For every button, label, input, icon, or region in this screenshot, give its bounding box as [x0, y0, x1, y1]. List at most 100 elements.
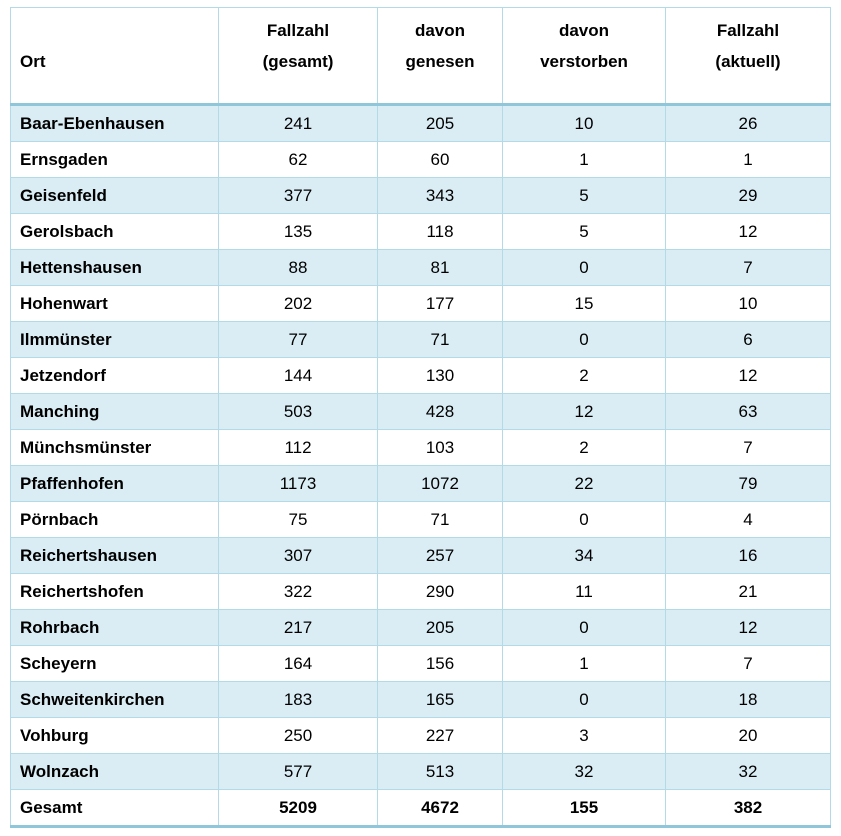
- cell-genesen: 156: [377, 645, 503, 682]
- cell-aktuell: 7: [665, 645, 831, 682]
- cell-verstorben: 2: [502, 429, 666, 466]
- cell-ort: Reichertshausen: [10, 537, 219, 574]
- header-label-gesamt-line1: Fallzahl: [266, 21, 330, 40]
- cell-genesen: 1072: [377, 465, 503, 502]
- header-row: Ort Fallzahl (gesamt) davon genesen davo…: [10, 7, 831, 106]
- cell-gesamt: 202: [218, 285, 378, 322]
- cell-verstorben: 1: [502, 141, 666, 178]
- cell-gesamt: 164: [218, 645, 378, 682]
- cell-genesen: 81: [377, 249, 503, 286]
- table-row: Geisenfeld 377 343 5 29: [10, 177, 831, 214]
- header-label-genesen-line2: genesen: [405, 52, 475, 71]
- cell-genesen: 177: [377, 285, 503, 322]
- cell-gesamt: 5209: [218, 789, 378, 828]
- cell-genesen: 118: [377, 213, 503, 250]
- table-row: Hettenshausen 88 81 0 7: [10, 249, 831, 286]
- cell-ort: Vohburg: [10, 717, 219, 754]
- cell-ort: Rohrbach: [10, 609, 219, 646]
- cell-genesen: 130: [377, 357, 503, 394]
- header-label-verstorben-line2: verstorben: [540, 52, 628, 71]
- header-label-gesamt-line2: (gesamt): [262, 52, 334, 71]
- cell-ort: Hohenwart: [10, 285, 219, 322]
- cell-ort: Wolnzach: [10, 753, 219, 790]
- cell-verstorben: 11: [502, 573, 666, 610]
- cell-verstorben: 32: [502, 753, 666, 790]
- table-row: Rohrbach 217 205 0 12: [10, 609, 831, 646]
- cell-ort: Hettenshausen: [10, 249, 219, 286]
- table-row: Ilmmünster 77 71 0 6: [10, 321, 831, 358]
- cell-aktuell: 12: [665, 213, 831, 250]
- table-row: Münchsmünster 112 103 2 7: [10, 429, 831, 466]
- table-row: Reichertshofen 322 290 11 21: [10, 573, 831, 610]
- cell-gesamt: 183: [218, 681, 378, 718]
- cell-verstorben: 155: [502, 789, 666, 828]
- cell-aktuell: 63: [665, 393, 831, 430]
- header-cell-aktuell: Fallzahl (aktuell): [665, 7, 831, 106]
- cell-verstorben: 22: [502, 465, 666, 502]
- cell-verstorben: 0: [502, 609, 666, 646]
- cell-verstorben: 1: [502, 645, 666, 682]
- cell-ort: Münchsmünster: [10, 429, 219, 466]
- header-label-aktuell-line1: Fallzahl: [716, 21, 780, 40]
- header-label-genesen-line1: davon: [414, 21, 466, 40]
- covid-cases-table: Ort Fallzahl (gesamt) davon genesen davo…: [10, 7, 831, 828]
- cell-ort: Manching: [10, 393, 219, 430]
- cell-gesamt: 75: [218, 501, 378, 538]
- cell-genesen: 71: [377, 321, 503, 358]
- table-row: Pörnbach 75 71 0 4: [10, 501, 831, 538]
- cell-gesamt: 503: [218, 393, 378, 430]
- cell-verstorben: 0: [502, 501, 666, 538]
- table-row: Hohenwart 202 177 15 10: [10, 285, 831, 322]
- header-cell-genesen: davon genesen: [377, 7, 503, 106]
- cell-genesen: 428: [377, 393, 503, 430]
- cell-aktuell: 20: [665, 717, 831, 754]
- table-row: Baar-Ebenhausen 241 205 10 26: [10, 104, 831, 142]
- cell-genesen: 4672: [377, 789, 503, 828]
- cell-aktuell: 18: [665, 681, 831, 718]
- cell-aktuell: 29: [665, 177, 831, 214]
- table-row: Vohburg 250 227 3 20: [10, 717, 831, 754]
- header-cell-verstorben: davon verstorben: [502, 7, 666, 106]
- table-row: Manching 503 428 12 63: [10, 393, 831, 430]
- cell-genesen: 71: [377, 501, 503, 538]
- page: Ort Fallzahl (gesamt) davon genesen davo…: [0, 7, 841, 836]
- cell-ort: Ilmmünster: [10, 321, 219, 358]
- cell-genesen: 513: [377, 753, 503, 790]
- cell-aktuell: 6: [665, 321, 831, 358]
- cell-aktuell: 12: [665, 609, 831, 646]
- cell-aktuell: 21: [665, 573, 831, 610]
- table-header: Ort Fallzahl (gesamt) davon genesen davo…: [10, 7, 831, 106]
- table-row: Gerolsbach 135 118 5 12: [10, 213, 831, 250]
- cell-genesen: 257: [377, 537, 503, 574]
- cell-gesamt: 1173: [218, 465, 378, 502]
- cell-aktuell: 10: [665, 285, 831, 322]
- cell-verstorben: 0: [502, 681, 666, 718]
- header-cell-ort: Ort: [10, 7, 219, 106]
- cell-ort: Geisenfeld: [10, 177, 219, 214]
- cell-ort: Reichertshofen: [10, 573, 219, 610]
- table-row: Wolnzach 577 513 32 32: [10, 753, 831, 790]
- cell-gesamt: 241: [218, 104, 378, 142]
- cell-aktuell: 79: [665, 465, 831, 502]
- cell-ort: Jetzendorf: [10, 357, 219, 394]
- cell-aktuell: 7: [665, 429, 831, 466]
- header-label-ort: Ort: [20, 52, 46, 71]
- cell-verstorben: 34: [502, 537, 666, 574]
- cell-ort: Scheyern: [10, 645, 219, 682]
- table-row: Pfaffenhofen 1173 1072 22 79: [10, 465, 831, 502]
- cell-aktuell: 16: [665, 537, 831, 574]
- cell-verstorben: 15: [502, 285, 666, 322]
- cell-gesamt: 62: [218, 141, 378, 178]
- cell-gesamt: 577: [218, 753, 378, 790]
- cell-verstorben: 2: [502, 357, 666, 394]
- cell-gesamt: 217: [218, 609, 378, 646]
- cell-genesen: 60: [377, 141, 503, 178]
- cell-genesen: 343: [377, 177, 503, 214]
- cell-gesamt: 307: [218, 537, 378, 574]
- cell-gesamt: 88: [218, 249, 378, 286]
- cell-aktuell: 26: [665, 104, 831, 142]
- cell-gesamt: 144: [218, 357, 378, 394]
- cell-aktuell: 4: [665, 501, 831, 538]
- cell-ort: Gesamt: [10, 789, 219, 828]
- header-label-verstorben-line1: davon: [558, 21, 610, 40]
